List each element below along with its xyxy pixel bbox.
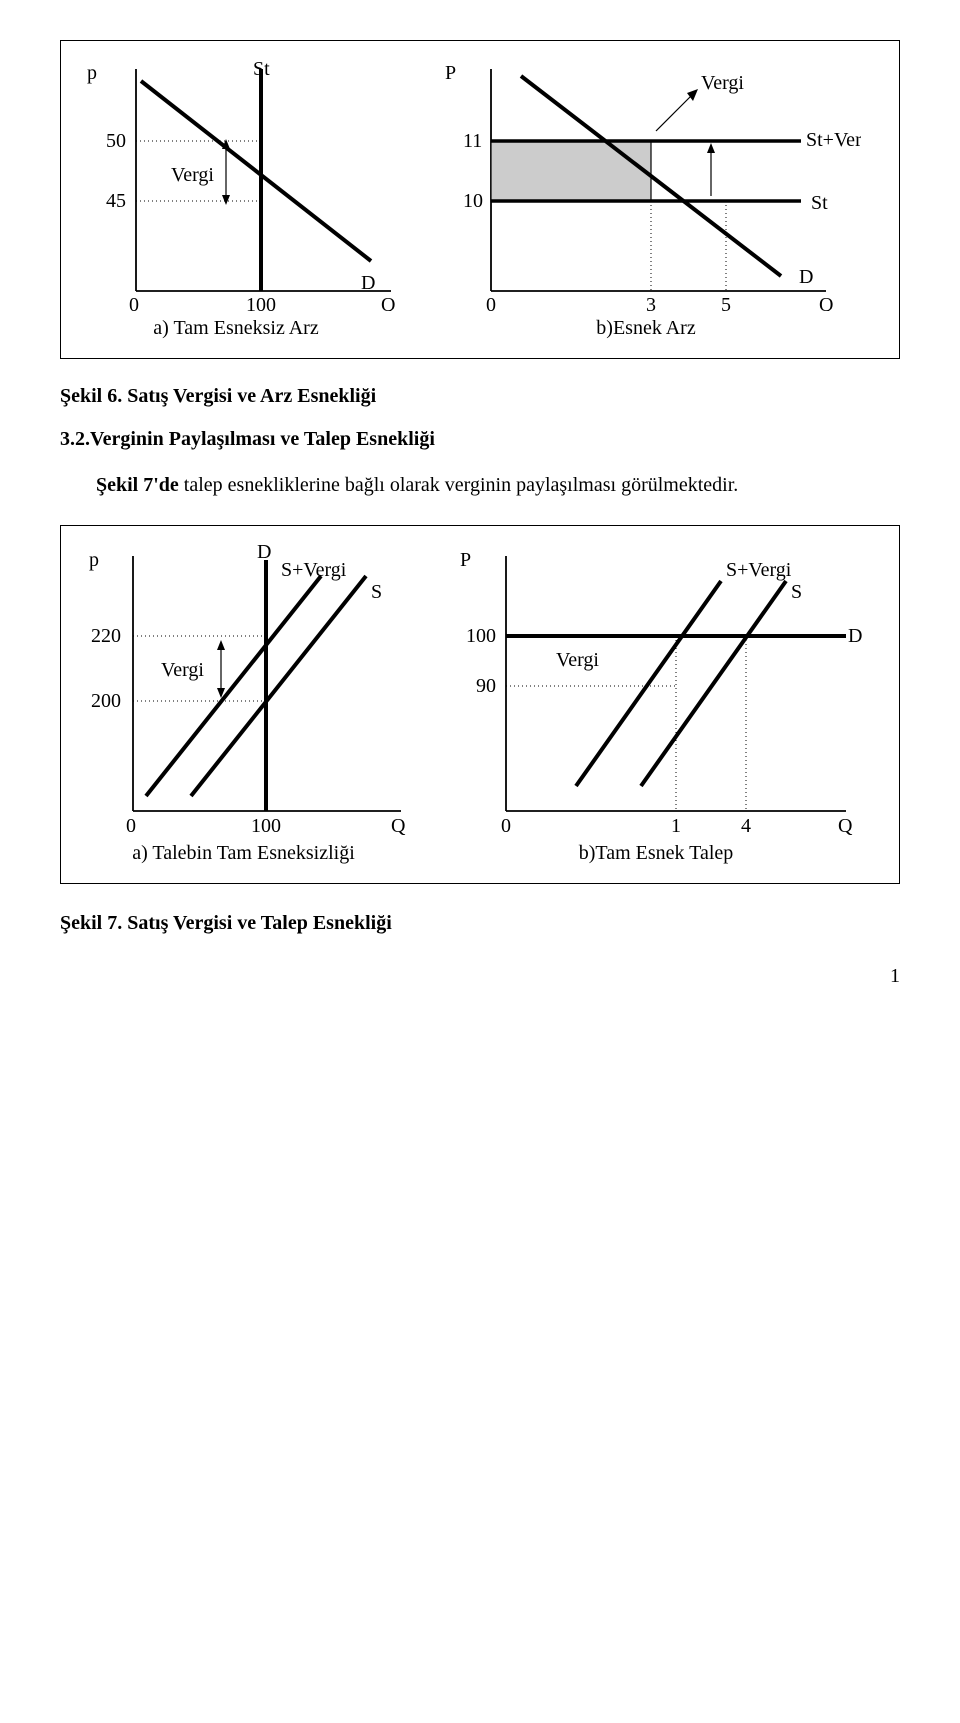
fig7a-svergi-line [146,576,321,796]
section-3-2-heading: 3.2.Verginin Paylaşılması ve Talep Esnek… [60,428,900,451]
fig7a-y-220: 220 [91,625,121,647]
fig7-chart-a: p D S+Vergi S 220 200 Vergi 0 [71,536,416,836]
fig7b-y-100: 100 [466,625,496,647]
fig7a-s-label: S [371,581,382,603]
fig6b-st-label: St [811,192,828,214]
fig6b-x-0: 0 [486,294,496,311]
fig6b-x-5: 5 [721,294,731,311]
fig6a-d-label: D [361,272,375,294]
fig6a-vergi-label: Vergi [171,164,214,186]
fig7b-s-label: S [791,581,802,603]
fig6b-stvergi-label: St+Vergi [806,129,861,151]
fig7b-x-1: 1 [671,815,681,836]
fig6b-up-arrow-head [707,143,715,153]
fig6b-d-label: D [799,266,813,288]
fig6a-x-100: 100 [246,294,276,311]
fig6a-q-label: Q [381,294,396,311]
fig7a-svergi-label: S+Vergi [281,559,347,581]
fig7b-d-label: D [848,625,862,647]
fig7b-caption: b)Tam Esnek Talep [579,842,734,865]
fig7-panel-a: p D S+Vergi S 220 200 Vergi 0 [71,536,416,865]
fig7a-vergi-label: Vergi [161,659,204,681]
fig6b-shaded-area [491,141,651,201]
fig7a-x-0: 0 [126,815,136,836]
fig6-chart-b: P 11 10 St+Vergi St D Vergi [431,51,861,311]
fig7b-vergi-label: Vergi [556,649,599,671]
fig6b-x-3: 3 [646,294,656,311]
fig7-title: Şekil 7. Satış Vergisi ve Talep Esnekliğ… [60,912,900,935]
fig7b-x-4: 4 [741,815,751,836]
fig6-chart-a: p St 50 45 D Vergi 0 100 Q [71,51,401,311]
para-1-rest: talep esnekliklerine bağlı olarak vergin… [179,474,738,496]
fig6b-p-label: P [445,62,456,84]
fig6b-q-label: Q [819,294,834,311]
fig6a-y-45: 45 [106,190,126,212]
fig6a-p-label: p [87,62,97,84]
fig7a-x-100: 100 [251,815,281,836]
figure-7-box: p D S+Vergi S 220 200 Vergi 0 [60,525,900,884]
para-1: Şekil 7'de talep esnekliklerine bağlı ol… [60,471,900,499]
fig7a-p-label: p [89,549,99,571]
fig7a-s-line [191,576,366,796]
para-1-bold: Şekil 7'de [96,474,179,496]
fig7-chart-b: P S+Vergi S D 100 90 Vergi 0 [446,536,866,836]
fig7b-p-label: P [460,549,471,571]
fig6a-arrow-down [222,195,230,205]
fig7a-q-label: Q [391,815,406,836]
fig7a-d-top-label: D [257,541,271,563]
fig6b-y-10: 10 [463,190,483,212]
fig7b-q-label: Q [838,815,853,836]
figure-6-box: p St 50 45 D Vergi 0 100 Q [60,40,900,359]
fig6-panel-a: p St 50 45 D Vergi 0 100 Q [71,51,401,340]
fig6b-diag-arrow-head [687,89,698,101]
fig6-title: Şekil 6. Satış Vergisi ve Arz Esnekliği [60,385,900,408]
fig6b-y-11: 11 [463,130,482,152]
fig6a-y-50: 50 [106,130,126,152]
fig7b-svergi-label: S+Vergi [726,559,792,581]
fig6b-caption: b)Esnek Arz [596,317,695,340]
fig6a-x-0: 0 [129,294,139,311]
fig7a-caption: a) Talebin Tam Esneksizliği [132,842,355,865]
fig6b-vergi-label: Vergi [701,72,744,94]
page-number: 1 [60,965,900,988]
fig6-panel-b: P 11 10 St+Vergi St D Vergi [431,51,861,340]
fig7b-y-90: 90 [476,675,496,697]
fig7b-x-0: 0 [501,815,511,836]
fig6a-caption: a) Tam Esneksiz Arz [153,317,318,340]
fig7-panel-b: P S+Vergi S D 100 90 Vergi 0 [446,536,866,865]
fig7b-s-line [641,581,786,786]
fig7a-y-200: 200 [91,690,121,712]
fig7a-arrow-up [217,640,225,650]
fig7b-svergi-line [576,581,721,786]
